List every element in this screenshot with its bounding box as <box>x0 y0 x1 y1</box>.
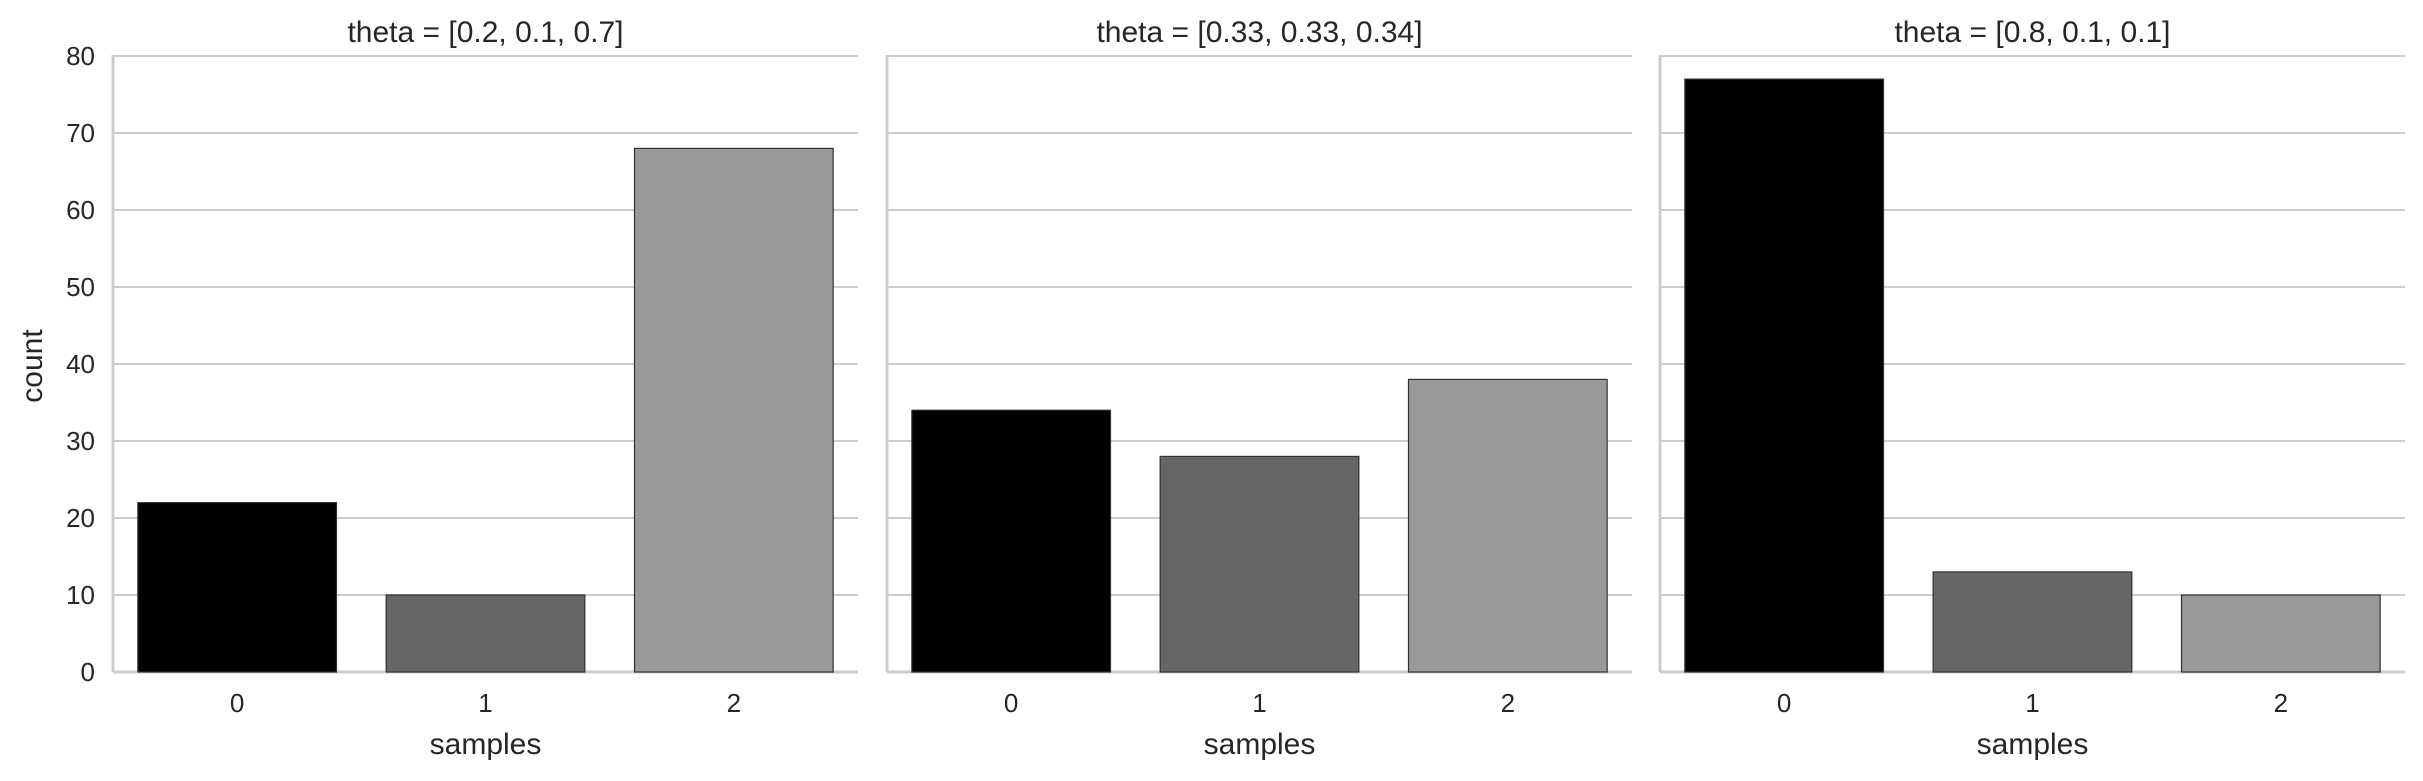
y-tick-label: 40 <box>66 349 95 379</box>
x-axis-label: samples <box>1977 728 2089 761</box>
panel-title: theta = [0.8, 0.1, 0.1] <box>1894 16 2170 49</box>
bar-2 <box>1407 378 1608 673</box>
bar-2 <box>633 147 834 673</box>
x-tick-label: 1 <box>1252 688 1266 718</box>
y-tick-label: 20 <box>66 503 95 533</box>
bar-2 <box>2180 594 2381 673</box>
panel-title: theta = [0.33, 0.33, 0.34] <box>1096 16 1422 49</box>
x-tick-label: 1 <box>2025 688 2039 718</box>
panel-title: theta = [0.2, 0.1, 0.7] <box>347 16 623 49</box>
bar-0 <box>911 409 1112 673</box>
x-tick-label: 0 <box>1004 688 1018 718</box>
y-tick-label: 0 <box>81 657 95 687</box>
y-tick-label: 70 <box>66 118 95 148</box>
x-tick-label: 2 <box>1501 688 1515 718</box>
x-axis-label: samples <box>430 728 542 761</box>
y-tick-label: 60 <box>66 195 95 225</box>
x-tick-label: 2 <box>2274 688 2288 718</box>
y-tick-label: 50 <box>66 272 95 302</box>
x-tick-label: 2 <box>727 688 741 718</box>
bar-1 <box>385 594 586 673</box>
bar-1 <box>1159 455 1360 673</box>
bar-1 <box>1932 571 2133 673</box>
y-tick-label: 80 <box>66 41 95 71</box>
bar-0 <box>137 502 338 673</box>
x-tick-label: 0 <box>230 688 244 718</box>
y-tick-label: 10 <box>66 580 95 610</box>
x-tick-label: 1 <box>478 688 492 718</box>
bar-0 <box>1684 78 1885 673</box>
x-axis-label: samples <box>1204 728 1316 761</box>
y-axis-label: count <box>16 329 49 403</box>
y-tick-label: 30 <box>66 426 95 456</box>
x-tick-label: 0 <box>1777 688 1791 718</box>
